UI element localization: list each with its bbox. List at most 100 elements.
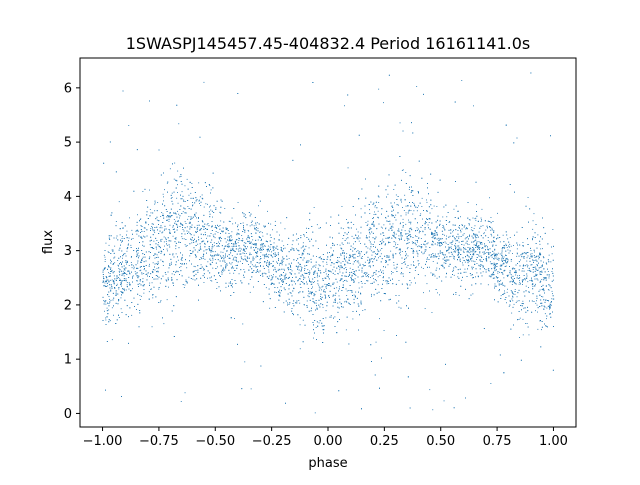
- data-point: [547, 326, 548, 328]
- data-point: [500, 279, 502, 281]
- data-point: [358, 240, 360, 242]
- data-point: [453, 251, 455, 253]
- data-point: [390, 250, 392, 252]
- data-point: [498, 284, 500, 286]
- data-point: [160, 174, 162, 176]
- data-point: [348, 231, 349, 233]
- data-point: [505, 243, 507, 245]
- data-point: [104, 261, 106, 262]
- data-point: [468, 244, 470, 245]
- data-point: [151, 282, 153, 284]
- data-point: [456, 239, 458, 241]
- data-point: [292, 277, 293, 278]
- data-point: [115, 290, 117, 292]
- data-point: [361, 269, 363, 271]
- data-point: [499, 281, 501, 282]
- data-point: [513, 245, 514, 246]
- data-point: [334, 316, 336, 318]
- data-point: [205, 249, 207, 251]
- data-point: [368, 274, 370, 275]
- data-point: [156, 219, 158, 221]
- data-point: [490, 383, 492, 384]
- data-point: [198, 218, 199, 219]
- data-point: [221, 245, 223, 247]
- data-point: [438, 242, 440, 244]
- data-point: [121, 275, 123, 276]
- data-point: [107, 285, 109, 287]
- data-point: [449, 235, 451, 237]
- data-point: [264, 255, 265, 257]
- data-point: [436, 267, 438, 269]
- data-point: [285, 275, 286, 277]
- data-point: [231, 217, 233, 219]
- data-point: [439, 242, 441, 244]
- data-point: [121, 241, 123, 242]
- data-point: [416, 266, 417, 268]
- data-point: [212, 172, 214, 174]
- data-point: [299, 278, 300, 279]
- data-point: [227, 230, 229, 231]
- data-point: [291, 284, 293, 286]
- data-point: [408, 242, 410, 243]
- data-point: [124, 273, 126, 274]
- data-point: [210, 205, 211, 207]
- data-point: [491, 254, 493, 255]
- data-point: [460, 216, 461, 218]
- data-point: [336, 287, 338, 289]
- data-point: [156, 271, 157, 273]
- data-point: [161, 227, 163, 229]
- data-point: [389, 259, 391, 261]
- data-point: [416, 207, 418, 208]
- data-point: [279, 264, 280, 266]
- data-point: [300, 235, 302, 236]
- data-point: [149, 282, 151, 284]
- data-point: [383, 224, 385, 226]
- data-point: [264, 256, 266, 258]
- data-point: [551, 253, 553, 255]
- data-point: [353, 261, 355, 263]
- data-point: [141, 226, 143, 227]
- data-point: [426, 201, 428, 203]
- data-point: [347, 167, 349, 169]
- data-point: [248, 237, 250, 239]
- data-point: [305, 245, 307, 247]
- data-point: [264, 272, 266, 274]
- data-point: [446, 224, 447, 225]
- data-point: [311, 268, 312, 270]
- data-point: [525, 285, 527, 287]
- data-point: [126, 282, 128, 283]
- data-point: [195, 212, 197, 214]
- data-point: [346, 295, 348, 296]
- data-point: [311, 283, 313, 285]
- data-point: [273, 283, 275, 285]
- data-point: [111, 339, 113, 341]
- data-point: [487, 220, 489, 222]
- data-point: [332, 243, 334, 245]
- data-point: [249, 291, 251, 293]
- data-point: [550, 287, 552, 289]
- data-point: [306, 227, 307, 229]
- data-point: [407, 212, 409, 214]
- data-point: [168, 229, 170, 230]
- data-point: [440, 244, 442, 246]
- data-point: [243, 269, 245, 270]
- data-point: [419, 230, 420, 232]
- data-point: [404, 259, 405, 260]
- data-point: [439, 294, 440, 296]
- data-point: [177, 259, 179, 261]
- data-point: [128, 288, 130, 290]
- data-point: [296, 260, 297, 261]
- data-point: [426, 210, 427, 211]
- data-point: [522, 252, 524, 254]
- data-point: [256, 252, 258, 254]
- data-point: [336, 261, 338, 263]
- data-point: [126, 273, 128, 275]
- data-point: [506, 275, 508, 276]
- data-point: [325, 317, 327, 319]
- data-point: [339, 244, 341, 246]
- data-point: [525, 279, 526, 281]
- data-point: [162, 193, 164, 195]
- data-point: [373, 217, 374, 218]
- data-point: [349, 304, 351, 305]
- data-point: [337, 302, 339, 304]
